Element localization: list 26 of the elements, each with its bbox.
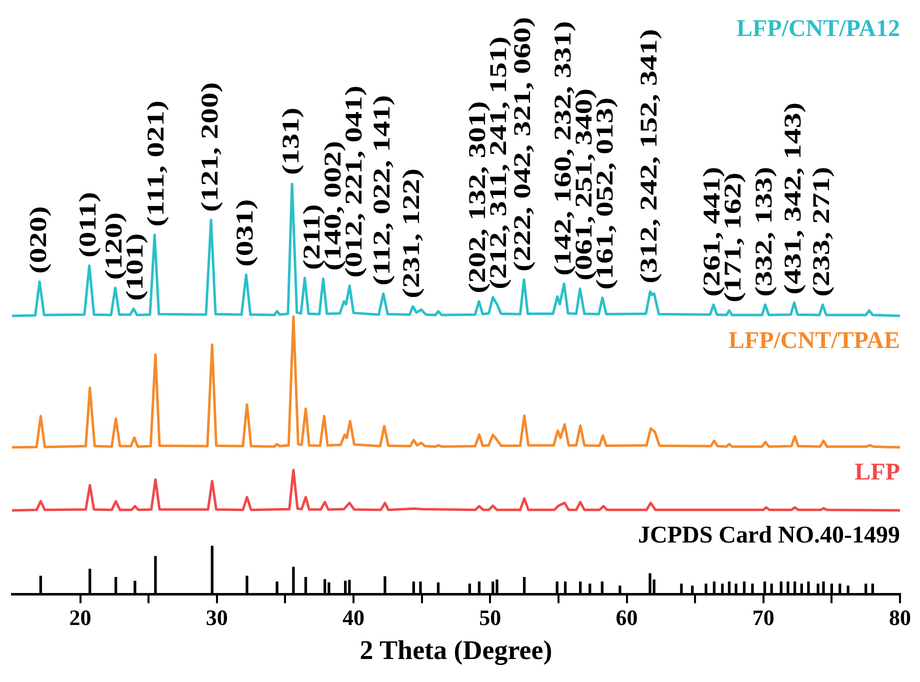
- x-tick-label: 80: [889, 605, 911, 630]
- x-tick-label: 60: [616, 605, 638, 630]
- annotation: (020): [25, 206, 52, 274]
- annotation: (011): [74, 192, 102, 258]
- x-tick-label: 40: [342, 605, 365, 630]
- series-label: JCPDS Card NO.40-1499: [638, 522, 900, 549]
- series-label: LFP: [854, 460, 900, 486]
- text: LFP/CNT/TPAE: [728, 328, 900, 354]
- annotation: (261, 441): [699, 166, 726, 297]
- annotation: (312, 242, 152, 341): [636, 28, 662, 284]
- x-tick-label: 70: [752, 605, 774, 630]
- annotation: (112, 022, 141): [368, 94, 396, 286]
- annotation: (222, 042, 321, 060): [510, 16, 536, 272]
- annotation: (231, 122): [398, 168, 426, 298]
- annotation: (431, 342, 143): [780, 102, 806, 295]
- x-tick-label: 30: [206, 605, 228, 630]
- annotation: (111, 021): [142, 100, 170, 227]
- annotation: (031): [232, 199, 258, 267]
- annotation: (121, 200): [196, 82, 224, 212]
- x-axis-title: 2 Theta (Degree): [360, 634, 552, 665]
- annotation: (233, 271): [808, 166, 835, 297]
- annotation: (131): [278, 107, 304, 175]
- text: LFP/CNT/PA12: [736, 16, 900, 42]
- x-tick-label: 50: [479, 605, 502, 630]
- annotation: (332, 133): [750, 166, 778, 297]
- x-tick-label: 20: [69, 605, 92, 630]
